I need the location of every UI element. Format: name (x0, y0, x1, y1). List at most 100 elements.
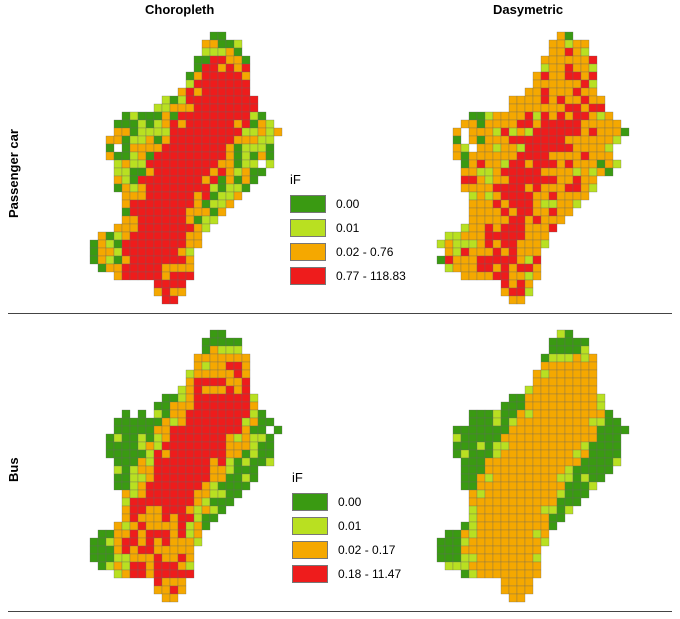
map-cell (169, 271, 179, 281)
map-cell (145, 481, 155, 491)
map-cell (524, 425, 534, 435)
map-cell (484, 481, 494, 491)
map-cell (241, 79, 251, 89)
map-cell (241, 103, 251, 113)
map-cell (233, 489, 243, 499)
map-cell (129, 481, 139, 491)
map-cell (145, 473, 155, 483)
map-cell (177, 513, 187, 523)
map-cell (580, 71, 590, 81)
map-cell (516, 409, 526, 419)
map-cell (460, 569, 470, 579)
map-cell (524, 545, 534, 555)
map-cell (508, 585, 518, 595)
map-cell (89, 255, 99, 265)
map-cell (145, 143, 155, 153)
map-cell (209, 513, 219, 523)
map-cell (201, 393, 211, 403)
map-cell (217, 361, 227, 371)
map-cell (249, 175, 259, 185)
map-cell (484, 247, 494, 257)
map-cell (185, 111, 195, 121)
map-cell (161, 513, 171, 523)
map-cell (209, 433, 219, 443)
map-cell (257, 417, 267, 427)
map-cell (452, 561, 462, 571)
map-cell (532, 545, 542, 555)
map-cell (257, 119, 267, 129)
map-cell (500, 279, 510, 289)
map-cell (476, 255, 486, 265)
map-cell (169, 433, 179, 443)
map-cell (564, 473, 574, 483)
map-cell (524, 215, 534, 225)
map-cell (145, 465, 155, 475)
map-cell (468, 553, 478, 563)
map-cell (556, 497, 566, 507)
map-cell (241, 409, 251, 419)
map-cell (492, 255, 502, 265)
map-cell (217, 151, 227, 161)
map-cell (145, 433, 155, 443)
map-cell (241, 119, 251, 129)
map-cell (524, 393, 534, 403)
map-cell (225, 393, 235, 403)
map-cell (588, 361, 598, 371)
map-cell (508, 593, 518, 603)
map-cell (193, 127, 203, 137)
map-cell (556, 175, 566, 185)
map-cell (564, 183, 574, 193)
map-cell (201, 345, 211, 355)
map-cell (241, 441, 251, 451)
map-cell (193, 55, 203, 65)
map-cell (572, 143, 582, 153)
map-cell (201, 111, 211, 121)
map-cell (484, 513, 494, 523)
map-cell (225, 159, 235, 169)
map-cell (265, 143, 275, 153)
map-cell (209, 31, 219, 41)
map-cell (564, 71, 574, 81)
map-cell (516, 457, 526, 467)
map-cell (492, 417, 502, 427)
map-cell (516, 167, 526, 177)
map-cell (500, 521, 510, 531)
map-cell (121, 207, 131, 217)
map-cell (524, 271, 534, 281)
map-cell (161, 393, 171, 403)
map-cell (580, 449, 590, 459)
map-cell (177, 247, 187, 257)
map-cell (129, 441, 139, 451)
map-cell (185, 537, 195, 547)
map-cell (193, 361, 203, 371)
map-cell (460, 263, 470, 273)
map-cell (169, 465, 179, 475)
map-cell (516, 255, 526, 265)
map-cell (508, 263, 518, 273)
map-cell (185, 175, 195, 185)
map-cell (201, 385, 211, 395)
map-cell (209, 151, 219, 161)
map-cell (500, 255, 510, 265)
map-cell (516, 505, 526, 515)
map-cell (588, 377, 598, 387)
map-cell (249, 135, 259, 145)
map-cell (233, 449, 243, 459)
map-cell (468, 207, 478, 217)
map-cell (444, 263, 454, 273)
map-cell (201, 71, 211, 81)
map-cell (468, 473, 478, 483)
map-cell (257, 441, 267, 451)
map-cell (161, 207, 171, 217)
map-cell (596, 167, 606, 177)
map-cell (460, 521, 470, 531)
map-cell (476, 135, 486, 145)
map-cell (233, 119, 243, 129)
map-cell (580, 441, 590, 451)
map-cell (604, 167, 614, 177)
map-cell (508, 247, 518, 257)
map-cell (241, 159, 251, 169)
map-cell (169, 95, 179, 105)
map-cell (209, 207, 219, 217)
map-cell (588, 473, 598, 483)
